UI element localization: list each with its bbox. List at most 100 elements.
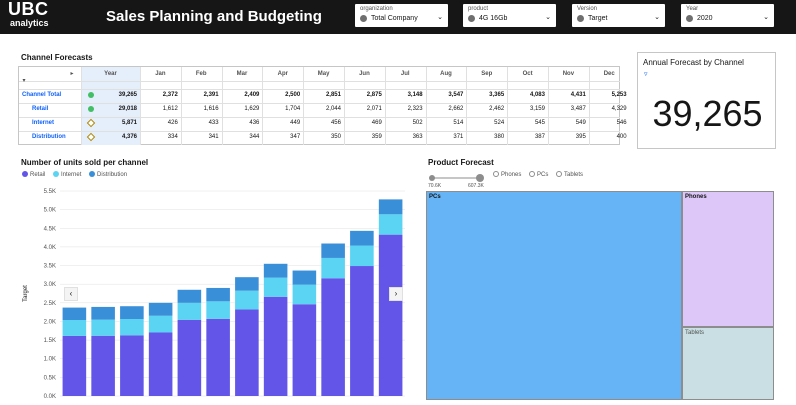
- grid-cell[interactable]: 1,612: [162, 106, 178, 112]
- chevron-right-icon[interactable]: ›: [389, 287, 403, 301]
- grid-cell[interactable]: 502: [412, 120, 423, 126]
- column-header[interactable]: May: [317, 71, 330, 77]
- grid-cell[interactable]: 1,629: [244, 106, 260, 112]
- grid-cell[interactable]: 334: [167, 134, 178, 140]
- grid-cell[interactable]: 3,365: [489, 92, 505, 98]
- grid-cell[interactable]: 2,500: [285, 92, 301, 98]
- grid-cell[interactable]: 2,044: [325, 106, 341, 112]
- bar-segment-distribution[interactable]: [177, 289, 202, 303]
- grid-cell[interactable]: 433: [208, 120, 219, 126]
- bar-segment-distribution[interactable]: [263, 263, 288, 278]
- grid-cell[interactable]: 2,071: [366, 106, 382, 112]
- grid-cell[interactable]: 514: [453, 120, 464, 126]
- column-header[interactable]: Aug: [440, 71, 452, 77]
- bar-segment-retail[interactable]: [235, 309, 259, 396]
- grid-cell[interactable]: 3,148: [407, 92, 423, 98]
- bar-segment-distribution[interactable]: [148, 302, 173, 316]
- bar-segment-retail[interactable]: [91, 335, 115, 396]
- row-label[interactable]: Internet: [32, 120, 55, 126]
- grid-cell[interactable]: 387: [534, 134, 545, 140]
- slider-min-handle[interactable]: [429, 175, 435, 181]
- year-filter[interactable]: Year 2020 ⌄: [681, 4, 774, 27]
- bar-segment-distribution[interactable]: [91, 306, 115, 320]
- bar-segment-retail[interactable]: [177, 319, 202, 396]
- bar-segment-retail[interactable]: [321, 278, 345, 396]
- grid-cell[interactable]: 341: [208, 134, 219, 140]
- bar-segment-retail[interactable]: [148, 332, 173, 396]
- grid-cell[interactable]: 2,391: [203, 92, 219, 98]
- version-filter[interactable]: Version Target ⌄: [572, 4, 665, 27]
- bar-segment-internet[interactable]: [350, 245, 374, 267]
- bar-segment-internet[interactable]: [263, 277, 288, 297]
- bar-segment-distribution[interactable]: [321, 243, 345, 258]
- grid-cell[interactable]: 4,376: [121, 134, 137, 140]
- grid-cell[interactable]: 5,871: [121, 120, 137, 126]
- column-header[interactable]: Sep: [481, 71, 493, 77]
- column-header[interactable]: Jun: [359, 71, 370, 77]
- grid-cell[interactable]: 5,253: [611, 92, 627, 98]
- grid-cell[interactable]: 469: [371, 120, 382, 126]
- grid-cell[interactable]: 3,547: [448, 92, 464, 98]
- bar-segment-retail[interactable]: [378, 234, 403, 396]
- bar-segment-internet[interactable]: [148, 315, 173, 333]
- grid-cell[interactable]: 2,323: [407, 106, 423, 112]
- grid-cell[interactable]: 2,875: [366, 92, 382, 98]
- grid-cell[interactable]: 395: [575, 134, 586, 140]
- grid-cell[interactable]: 449: [290, 120, 301, 126]
- grid-cell[interactable]: 400: [616, 134, 627, 140]
- grid-cell[interactable]: 549: [575, 120, 586, 126]
- column-header[interactable]: Nov: [562, 71, 575, 77]
- grid-cell[interactable]: 2,662: [448, 106, 464, 112]
- annual-forecast-card[interactable]: Annual Forecast by Channel ▿ 39,265: [637, 52, 776, 149]
- organization-filter[interactable]: organization Total Company ⌄: [355, 4, 448, 27]
- column-header[interactable]: Jan: [155, 71, 166, 77]
- bar-segment-retail[interactable]: [206, 318, 230, 396]
- column-header[interactable]: Oct: [522, 71, 533, 77]
- grid-cell[interactable]: 524: [494, 120, 505, 126]
- grid-cell[interactable]: 371: [453, 134, 464, 140]
- product-filter[interactable]: product 4G 16Gb ⌄: [463, 4, 556, 27]
- grid-cell[interactable]: 350: [330, 134, 341, 140]
- expand-columns-icon[interactable]: ▸: [70, 71, 74, 77]
- grid-cell[interactable]: 3,487: [570, 106, 586, 112]
- bar-segment-internet[interactable]: [62, 320, 87, 336]
- bar-segment-distribution[interactable]: [292, 270, 317, 285]
- size-range-slider[interactable]: [432, 177, 482, 179]
- bar-segment-retail[interactable]: [263, 296, 288, 396]
- treemap-tile-pcs[interactable]: PCs: [426, 191, 682, 400]
- filter-icon[interactable]: ▿: [644, 71, 648, 78]
- row-label[interactable]: Retail: [32, 106, 49, 112]
- channel-forecasts-grid[interactable]: Year Jan Feb Mar Apr May Jun Jul Aug Sep Oct Nov Dec…: [18, 66, 627, 145]
- bar-segment-retail[interactable]: [62, 335, 87, 396]
- bar-segment-distribution[interactable]: [120, 306, 144, 320]
- grid-cell[interactable]: 426: [167, 120, 178, 126]
- grid-cell[interactable]: 3,159: [529, 106, 545, 112]
- grid-cell[interactable]: 545: [534, 120, 545, 126]
- grid-cell[interactable]: 436: [249, 120, 260, 126]
- grid-cell[interactable]: 347: [290, 134, 301, 140]
- bar-segment-internet[interactable]: [235, 290, 259, 310]
- column-header[interactable]: Mar: [236, 71, 248, 77]
- grid-cell[interactable]: 4,329: [611, 106, 627, 112]
- bar-segment-retail[interactable]: [292, 304, 317, 396]
- column-header[interactable]: Year: [104, 71, 117, 77]
- column-header[interactable]: Feb: [195, 71, 207, 77]
- column-header[interactable]: Apr: [277, 71, 288, 77]
- grid-cell[interactable]: 4,083: [529, 92, 545, 98]
- chevron-left-icon[interactable]: ‹: [64, 287, 78, 301]
- grid-cell[interactable]: 380: [494, 134, 505, 140]
- grid-cell[interactable]: 1,616: [203, 106, 219, 112]
- bar-segment-distribution[interactable]: [378, 199, 403, 215]
- bar-segment-distribution[interactable]: [350, 230, 374, 246]
- bar-segment-internet[interactable]: [321, 257, 345, 279]
- grid-cell[interactable]: 2,409: [244, 92, 260, 98]
- grid-cell[interactable]: 1,704: [285, 106, 301, 112]
- bar-segment-distribution[interactable]: [235, 277, 259, 291]
- grid-cell[interactable]: 2,462: [489, 106, 505, 112]
- slider-max-handle[interactable]: [476, 174, 484, 182]
- treemap-tile-tablets[interactable]: Tablets: [682, 327, 774, 400]
- grid-cell[interactable]: 344: [249, 134, 260, 140]
- grid-cell[interactable]: 2,851: [325, 92, 341, 98]
- grid-cell[interactable]: 39,265: [118, 92, 137, 98]
- treemap-tile-phones[interactable]: Phones: [682, 191, 774, 327]
